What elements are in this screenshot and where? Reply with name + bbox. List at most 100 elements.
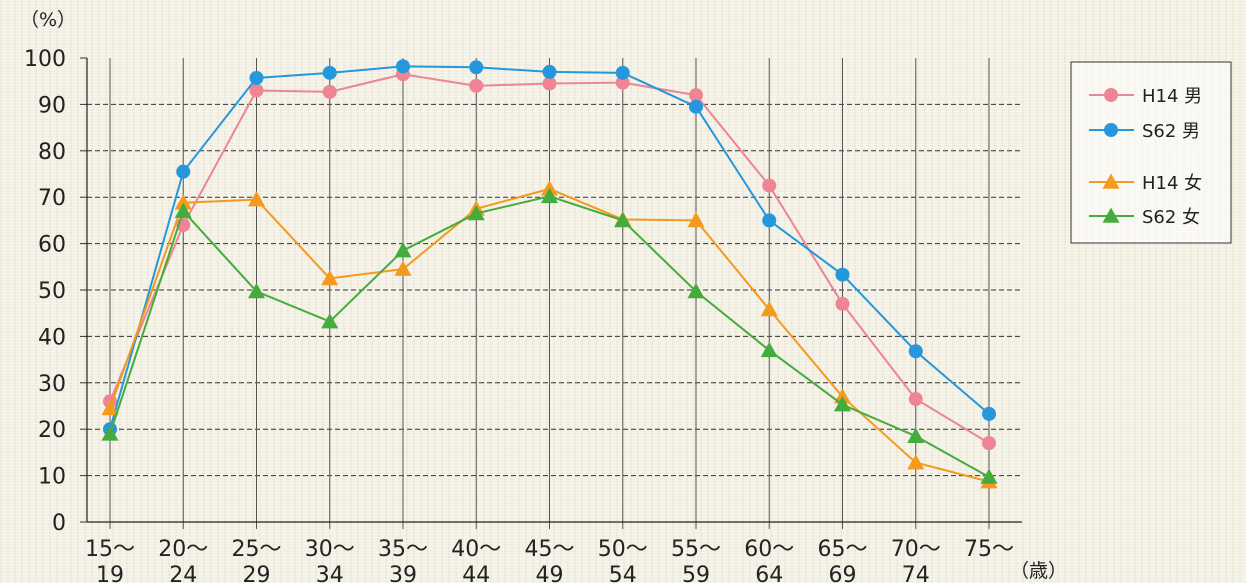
y-tick-label: 80 <box>38 140 66 165</box>
y-tick-labels: 0 10 20 30 40 50 60 70 80 90 100 <box>24 47 66 536</box>
legend-swatch-marker <box>1104 88 1118 102</box>
x-tick-label-top: 50～ <box>598 537 648 562</box>
data-point <box>322 84 337 99</box>
data-point <box>541 187 558 204</box>
data-point <box>322 65 337 80</box>
data-point <box>101 425 119 441</box>
y-tick-label: 0 <box>52 511 66 536</box>
x-tick-label-top: 30～ <box>305 537 355 562</box>
data-point <box>321 313 339 329</box>
x-tick-label-bottom: 49 <box>536 563 564 583</box>
legend-label: H14 女 <box>1142 173 1202 194</box>
series-3 <box>101 187 998 484</box>
data-point <box>687 282 705 299</box>
y-tick-label: 20 <box>38 418 66 443</box>
data-point <box>101 399 119 416</box>
legend-label: S62 女 <box>1142 207 1200 228</box>
legend-item: S62 女 <box>1089 207 1200 228</box>
x-tick-label-bottom: 39 <box>389 563 417 583</box>
y-unit-label: （%） <box>20 9 76 31</box>
data-point <box>248 282 265 299</box>
legend-item: H14 女 <box>1089 173 1202 194</box>
data-point <box>249 83 264 98</box>
x-tick-label-bottom: 19 <box>96 563 124 583</box>
y-tick-label: 70 <box>38 186 66 211</box>
y-tick-label: 100 <box>24 47 66 72</box>
data-point <box>982 406 996 421</box>
x-tick-label-bottom: 59 <box>682 563 710 583</box>
x-tick-label-top: 40～ <box>451 537 501 562</box>
data-point <box>982 436 996 451</box>
x-tick-label-top: 70～ <box>891 537 941 562</box>
legend-item: S62 男 <box>1089 121 1200 142</box>
data-point <box>689 99 703 114</box>
x-tick-label-top: 20～ <box>158 537 208 562</box>
x-tick-label-top: 65～ <box>818 537 868 562</box>
data-point <box>760 341 778 358</box>
data-point <box>834 396 851 412</box>
data-point <box>176 164 191 179</box>
x-tick-label-top: 15～ <box>85 537 135 562</box>
data-point <box>542 76 557 91</box>
data-point <box>614 211 632 228</box>
data-point <box>834 388 851 404</box>
x-tick-label-top: 25～ <box>232 537 282 562</box>
data-point <box>174 194 192 210</box>
data-point <box>762 178 777 193</box>
y-tick-label: 40 <box>38 325 66 350</box>
x-tick-label-top: 45～ <box>525 537 575 562</box>
data-point <box>174 202 192 218</box>
series-0 <box>103 67 996 451</box>
y-tick-label: 60 <box>38 233 66 258</box>
data-point <box>615 65 630 80</box>
data-point <box>469 60 484 75</box>
legend-swatch-marker <box>1104 123 1118 137</box>
data-point <box>394 260 412 276</box>
data-point <box>835 267 850 282</box>
data-point <box>762 213 777 228</box>
data-point <box>760 300 778 317</box>
x-tick-label-bottom: 34 <box>316 563 344 583</box>
series-layer <box>101 59 998 489</box>
x-tick-label-top: 60～ <box>744 537 794 562</box>
data-point <box>835 296 850 311</box>
legend-swatch-marker <box>1102 207 1120 223</box>
x-tick-label-bottom: 24 <box>169 563 197 583</box>
x-unit-label: （歳） <box>1010 560 1067 582</box>
legend-item: H14 男 <box>1089 86 1202 107</box>
data-point <box>321 269 339 286</box>
y-tick-label: 10 <box>38 465 66 490</box>
x-tick-label-bottom: 74 <box>902 563 930 583</box>
data-point <box>980 468 998 484</box>
x-tick-label-bottom: 69 <box>829 563 857 583</box>
legend-box <box>1070 61 1232 244</box>
data-point <box>907 427 925 443</box>
legend-label: S62 男 <box>1142 121 1200 142</box>
y-tick-label: 90 <box>38 93 66 118</box>
data-point <box>396 59 410 74</box>
data-point <box>908 344 923 359</box>
data-point <box>542 64 557 79</box>
legend: H14 男 S62 男 H14 女 S62 女 <box>1070 61 1232 244</box>
x-tick-label-bottom: 44 <box>462 563 490 583</box>
data-point <box>467 204 485 221</box>
data-point <box>687 211 705 228</box>
data-point <box>469 78 484 93</box>
data-point <box>689 88 703 103</box>
legend-swatch-marker <box>1102 173 1120 189</box>
axes <box>80 57 1022 523</box>
legend-label: H14 男 <box>1142 86 1202 107</box>
x-tick-label-top: 75～ <box>964 537 1014 562</box>
x-tick-label-bottom: 29 <box>243 563 271 583</box>
data-point <box>908 392 923 407</box>
data-point <box>248 191 265 207</box>
data-point <box>249 70 264 85</box>
data-point <box>907 454 925 470</box>
data-point <box>394 242 412 258</box>
x-tick-label-top: 35～ <box>378 537 428 562</box>
y-tick-label: 50 <box>38 279 66 304</box>
grid <box>87 58 1022 529</box>
x-tick-label-bottom: 54 <box>609 563 637 583</box>
x-tick-label-bottom: 64 <box>755 563 783 583</box>
